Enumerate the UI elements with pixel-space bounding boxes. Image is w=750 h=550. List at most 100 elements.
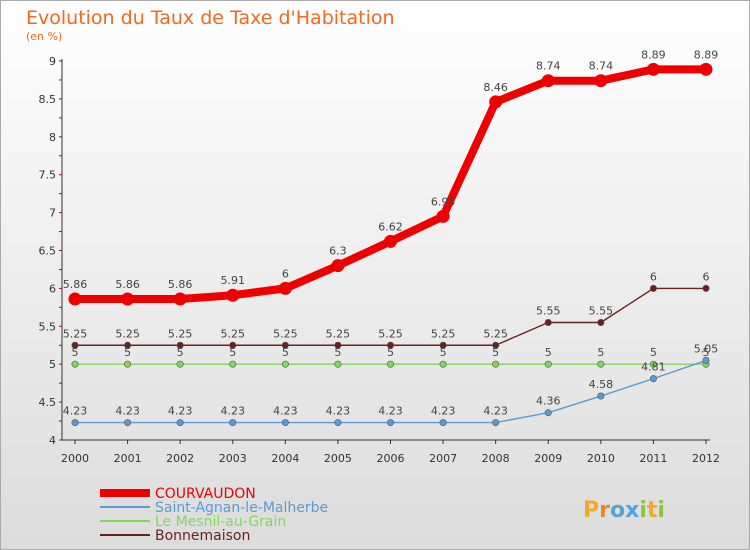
x-tick-label: 2010 — [587, 452, 615, 465]
legend-label: COURVAUDON — [155, 486, 256, 502]
legend-label: Le Mesnil-au-Grain — [155, 514, 286, 530]
x-tick-label: 2007 — [429, 452, 457, 465]
data-label: 8.89 — [641, 48, 666, 61]
data-label: 8.74 — [589, 60, 614, 73]
series-group — [68, 62, 713, 427]
data-point — [229, 360, 237, 368]
data-point — [386, 341, 394, 349]
data-label: 8.74 — [536, 60, 561, 73]
data-label: 5 — [334, 346, 341, 359]
x-tick-label: 2012 — [692, 452, 720, 465]
data-point — [281, 360, 289, 368]
data-label: 5 — [650, 346, 657, 359]
data-label: 5.25 — [431, 327, 456, 340]
data-label: 5.55 — [536, 305, 561, 318]
data-point — [702, 356, 710, 364]
data-point — [544, 319, 552, 327]
data-label: 5 — [545, 346, 552, 359]
data-point — [436, 209, 450, 223]
legend-label: Saint-Agnan-le-Malherbe — [155, 500, 328, 516]
x-tick-label: 2011 — [639, 452, 667, 465]
data-point — [649, 284, 657, 292]
y-tick-label: 5.5 — [39, 320, 57, 333]
data-point — [71, 419, 79, 427]
data-label: 5.25 — [326, 327, 351, 340]
data-point — [334, 360, 342, 368]
data-label: 4.36 — [536, 395, 561, 408]
data-point — [173, 292, 187, 306]
data-label: 5.25 — [115, 327, 140, 340]
data-label: 5.86 — [63, 278, 88, 291]
data-point — [489, 95, 503, 109]
data-label: 5.86 — [168, 278, 193, 291]
data-label: 6.95 — [431, 195, 456, 208]
y-tick-label: 6 — [49, 282, 56, 295]
data-label: 5 — [703, 346, 710, 359]
y-tick-label: 9 — [49, 55, 56, 68]
data-label: 5.25 — [221, 327, 246, 340]
data-label: 5.25 — [273, 327, 298, 340]
data-point — [702, 284, 710, 292]
x-tick-label: 2001 — [114, 452, 142, 465]
data-label: 5.91 — [221, 274, 246, 287]
svg-text:Proxiti: Proxiti — [583, 498, 665, 523]
data-label: 5.55 — [589, 305, 614, 318]
data-point — [121, 292, 135, 306]
x-tick-label: 2002 — [166, 452, 194, 465]
data-label: 4.23 — [483, 405, 508, 418]
data-point — [544, 360, 552, 368]
data-label: 4.81 — [641, 361, 666, 374]
data-label: 4.23 — [63, 405, 88, 418]
data-point — [176, 419, 184, 427]
data-point — [699, 62, 713, 76]
data-point — [229, 341, 237, 349]
y-tick-label: 7.5 — [39, 169, 57, 182]
data-point — [646, 62, 660, 76]
data-point — [597, 392, 605, 400]
data-point — [68, 292, 82, 306]
data-point — [439, 419, 447, 427]
data-label: 5 — [492, 346, 499, 359]
data-point — [226, 288, 240, 302]
data-label: 6.3 — [329, 245, 347, 258]
x-tick-label: 2004 — [271, 452, 299, 465]
x-tick-label: 2003 — [219, 452, 247, 465]
data-point — [281, 341, 289, 349]
data-point — [649, 360, 657, 368]
data-point — [124, 360, 132, 368]
y-tick-label: 7 — [49, 207, 56, 220]
data-point — [71, 341, 79, 349]
x-tick-label: 2000 — [61, 452, 89, 465]
data-label: 6 — [650, 270, 657, 283]
x-tick-label: 2006 — [377, 452, 405, 465]
data-point — [594, 74, 608, 88]
data-point — [176, 341, 184, 349]
data-label: 5 — [440, 346, 447, 359]
data-point — [278, 281, 292, 295]
y-tick-label: 8 — [49, 131, 56, 144]
y-tick-label: 6.5 — [39, 245, 57, 258]
data-point — [597, 360, 605, 368]
data-label: 5 — [177, 346, 184, 359]
data-point — [597, 319, 605, 327]
data-label: 6 — [282, 267, 289, 280]
data-label: 4.23 — [168, 405, 193, 418]
data-label: 5.25 — [63, 327, 88, 340]
data-label: 5 — [597, 346, 604, 359]
data-point — [439, 341, 447, 349]
data-label: 5 — [124, 346, 131, 359]
y-tick-label: 4 — [49, 434, 56, 447]
data-point — [439, 360, 447, 368]
x-tick-label: 2005 — [324, 452, 352, 465]
data-point — [386, 419, 394, 427]
data-point — [331, 259, 345, 273]
data-label: 5.25 — [168, 327, 193, 340]
data-label: 4.23 — [273, 405, 298, 418]
data-point — [386, 360, 394, 368]
data-point — [492, 341, 500, 349]
data-label: 8.46 — [483, 81, 508, 94]
data-label: 4.58 — [589, 378, 614, 391]
chart-subtitle: (en %) — [26, 30, 62, 43]
x-tick-label: 2009 — [534, 452, 562, 465]
